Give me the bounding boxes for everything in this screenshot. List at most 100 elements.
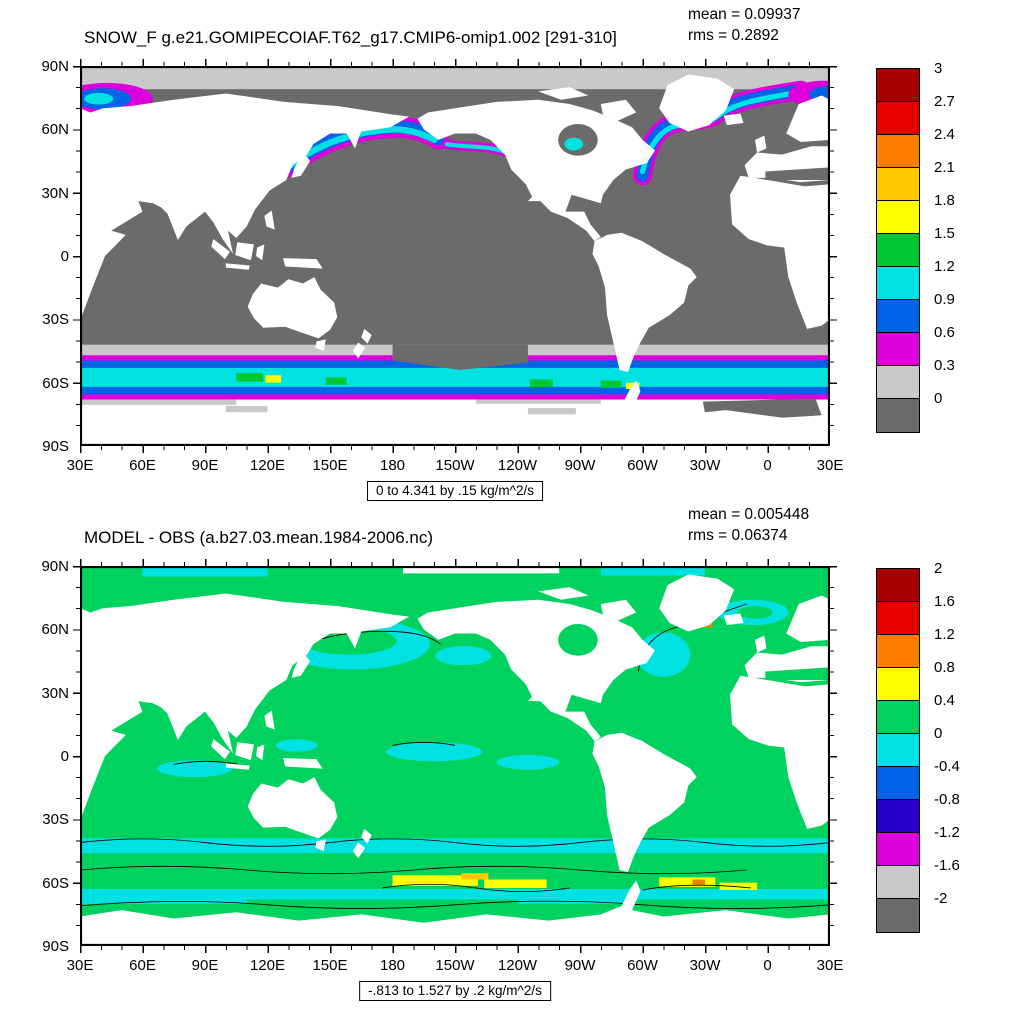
colorbar-tick-label: 0.9 bbox=[934, 291, 955, 308]
lat-tick-label: 90N bbox=[41, 558, 69, 575]
lon-tick-label: 90E bbox=[191, 957, 219, 974]
axis-ticks-bottom-minor bbox=[80, 446, 830, 450]
lon-tick-label: 120W bbox=[497, 457, 538, 474]
colorbar-box bbox=[877, 734, 919, 767]
lat-axis-labels: 90N 60N 30N 0 30S 60S 90S bbox=[25, 558, 69, 955]
lon-tick-label: 150E bbox=[312, 957, 348, 974]
lon-tick-label: 0 bbox=[763, 957, 772, 974]
lat-tick-label: 60S bbox=[42, 874, 69, 892]
lat-tick-label: 60N bbox=[41, 121, 69, 139]
world-map-difference bbox=[80, 566, 830, 946]
colorbar-tick-label: 1.6 bbox=[934, 593, 955, 610]
colorbar-box bbox=[877, 102, 919, 135]
colorbar-box bbox=[877, 701, 919, 734]
colorbar-box bbox=[877, 602, 919, 635]
colorbar-tick-label: 1.8 bbox=[934, 192, 955, 209]
lat-tick-label: 0 bbox=[60, 248, 69, 265]
colorbar-labels: 2 1.6 1.2 0.8 0.4 0 -0.4 -0.8 -1.2 -1.6 -2 bbox=[934, 560, 1004, 933]
colorbar-tick-label: 0.4 bbox=[934, 692, 955, 709]
lat-tick-label: 30N bbox=[41, 184, 69, 202]
axis-ticks-left-minor bbox=[76, 66, 80, 446]
lat-axis-labels: 90N 60N 30N 0 30S 60S 90S bbox=[25, 58, 69, 455]
colorbar-tick-label: 2.1 bbox=[934, 159, 955, 176]
lon-tick-label: 120W bbox=[497, 957, 538, 974]
colorbar-boxes bbox=[876, 68, 920, 433]
lon-tick-label: 180 bbox=[379, 457, 406, 474]
lat-tick-label: 90S bbox=[42, 438, 69, 455]
colorbar-box bbox=[877, 333, 919, 366]
lon-tick-label: 150W bbox=[435, 957, 475, 974]
colorbar-tick-label: 1.5 bbox=[934, 225, 955, 242]
colorbar-box bbox=[877, 899, 919, 932]
panel-stats: mean = 0.09937 rms = 0.2892 bbox=[688, 4, 800, 46]
colorbar: 3 2.7 2.4 2.1 1.8 1.5 1.2 0.9 0.6 0.3 0 bbox=[876, 60, 1016, 448]
lat-tick-label: 90S bbox=[42, 938, 69, 955]
stat-rms: rms = 0.06374 bbox=[688, 527, 788, 544]
colorbar-tick-label: 0 bbox=[934, 390, 943, 407]
colorbar-box bbox=[877, 135, 919, 168]
colorbar-box bbox=[877, 866, 919, 899]
colorbar-box bbox=[877, 399, 919, 432]
axis-ticks-top-minor bbox=[80, 562, 830, 566]
colorbar-box bbox=[877, 767, 919, 800]
map-area-difference: 90N 60N 30N 0 30S 60S 90S 30E 60E 90E 120E 150E 180… bbox=[41, 558, 843, 1001]
panel-model-snow-flux: SNOW_F g.e21.GOMIPECOIAF.T62_g17.CMIP6-o… bbox=[0, 6, 1024, 508]
colorbar-labels: 3 2.7 2.4 2.1 1.8 1.5 1.2 0.9 0.6 0.3 0 bbox=[934, 60, 1004, 433]
colorbar-tick-label: -2 bbox=[934, 890, 948, 907]
map-frame bbox=[80, 66, 830, 446]
axis-ticks-left-minor bbox=[76, 566, 80, 946]
lon-tick-label: 0 bbox=[763, 457, 772, 474]
colorbar-tick-label: -0.4 bbox=[934, 758, 960, 775]
colorbar: 2 1.6 1.2 0.8 0.4 0 -0.4 -0.8 -1.2 -1.6 -2 bbox=[876, 560, 1016, 948]
contour-info-box: -.813 to 1.527 by .2 kg/m^2/s bbox=[359, 981, 551, 1001]
colorbar-tick-label: -1.6 bbox=[934, 857, 960, 874]
lon-tick-label: 30E bbox=[816, 957, 844, 974]
panel-title: MODEL - OBS (a.b27.03.mean.1984-2006.nc) bbox=[84, 528, 433, 547]
lat-tick-label: 30S bbox=[42, 811, 69, 829]
map-area-model: 90N 60N 30N 0 30S 60S 90S 30E 60E 90E 120E 150E 180… bbox=[41, 58, 843, 501]
colorbar-tick-label: 2.4 bbox=[934, 126, 955, 143]
inland-seas bbox=[558, 624, 830, 680]
zero-contour-lines bbox=[80, 603, 830, 909]
colorbar-box bbox=[877, 800, 919, 833]
inland-seas bbox=[558, 124, 830, 180]
colorbar-box bbox=[877, 201, 919, 234]
lon-tick-label: 30E bbox=[816, 457, 844, 474]
lon-tick-label: 180 bbox=[379, 957, 406, 974]
hudson-bay bbox=[558, 624, 598, 656]
colorbar-tick-label: 0.3 bbox=[934, 357, 955, 374]
colorbar-box bbox=[877, 234, 919, 267]
colorbar-tick-label: -0.8 bbox=[934, 791, 960, 808]
colorbar-tick-label: 0.8 bbox=[934, 659, 955, 676]
colorbar-box bbox=[877, 569, 919, 602]
axis-ticks-right-minor bbox=[830, 66, 834, 446]
colorbar-box bbox=[877, 69, 919, 102]
lon-tick-label: 120E bbox=[249, 957, 286, 974]
lon-tick-label: 150W bbox=[435, 457, 475, 474]
colorbar-box bbox=[877, 833, 919, 866]
colorbar-box bbox=[877, 168, 919, 201]
lat-tick-label: 30N bbox=[41, 684, 69, 702]
lon-axis-labels: 30E 60E 90E 120E 150E 180 150W 120W 90W 60W 30W 0 30… bbox=[67, 457, 844, 475]
map-frame bbox=[80, 566, 830, 946]
colorbar-tick-label: 2.7 bbox=[934, 93, 955, 110]
colorbar-tick-label: -1.2 bbox=[934, 824, 960, 841]
mediterranean-sea bbox=[765, 667, 830, 680]
stat-mean: mean = 0.09937 bbox=[688, 6, 801, 23]
lon-tick-label: 150E bbox=[312, 457, 348, 474]
colorbar-boxes bbox=[876, 568, 920, 933]
colorbar-box bbox=[877, 267, 919, 300]
colorbar-tick-label: 1.2 bbox=[934, 626, 955, 643]
lon-tick-label: 60W bbox=[627, 957, 658, 974]
colorbar-box bbox=[877, 668, 919, 701]
lon-axis-labels: 30E 60E 90E 120E 150E 180 150W 120W 90W 60W 30W 0 30… bbox=[67, 957, 844, 975]
lon-tick-label: 30E bbox=[66, 957, 94, 974]
contour-info-box: 0 to 4.341 by .15 kg/m^2/s bbox=[367, 481, 543, 501]
stat-mean: mean = 0.005448 bbox=[688, 506, 810, 523]
lon-tick-label: 90W bbox=[564, 957, 596, 974]
lon-tick-label: 90W bbox=[564, 457, 596, 474]
colorbar-tick-label: 0 bbox=[934, 725, 943, 742]
lat-tick-label: 90N bbox=[41, 58, 69, 75]
colorbar-tick-label: 2 bbox=[934, 560, 943, 577]
